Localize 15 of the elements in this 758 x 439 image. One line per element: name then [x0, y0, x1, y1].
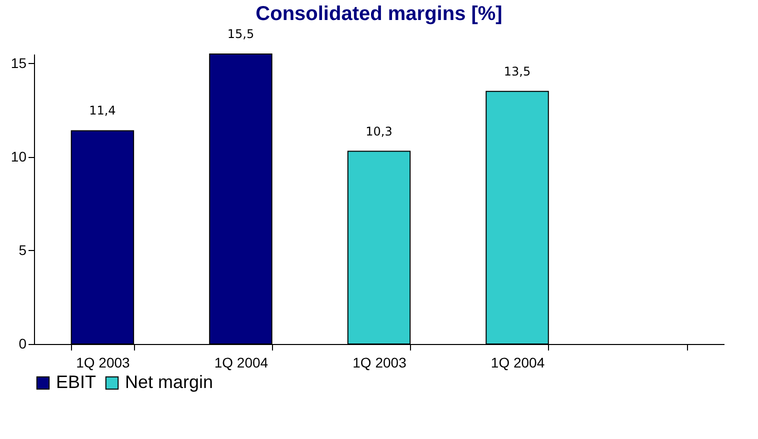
y-tick-label: 0 — [18, 336, 27, 352]
x-tick-label: 1Q 2004 — [490, 354, 545, 370]
y-tick-label: 5 — [18, 242, 27, 258]
y-tick-label: 10 — [10, 148, 27, 164]
legend-label: EBIT — [56, 372, 96, 392]
x-tick-label: 1Q 2003 — [352, 354, 407, 370]
data-label: 10,3 — [366, 124, 392, 138]
x-tick-label: 1Q 2004 — [214, 354, 268, 370]
y-tick-label: 15 — [10, 54, 27, 71]
x-tick-label: 1Q 2003 — [76, 354, 130, 370]
data-label: 11,4 — [89, 104, 116, 118]
legend-label: Net margin — [125, 372, 214, 392]
data-label: 15,5 — [227, 27, 254, 41]
data-label: 13,5 — [504, 64, 531, 78]
chart-title: Consolidated margins [%] — [256, 3, 502, 25]
